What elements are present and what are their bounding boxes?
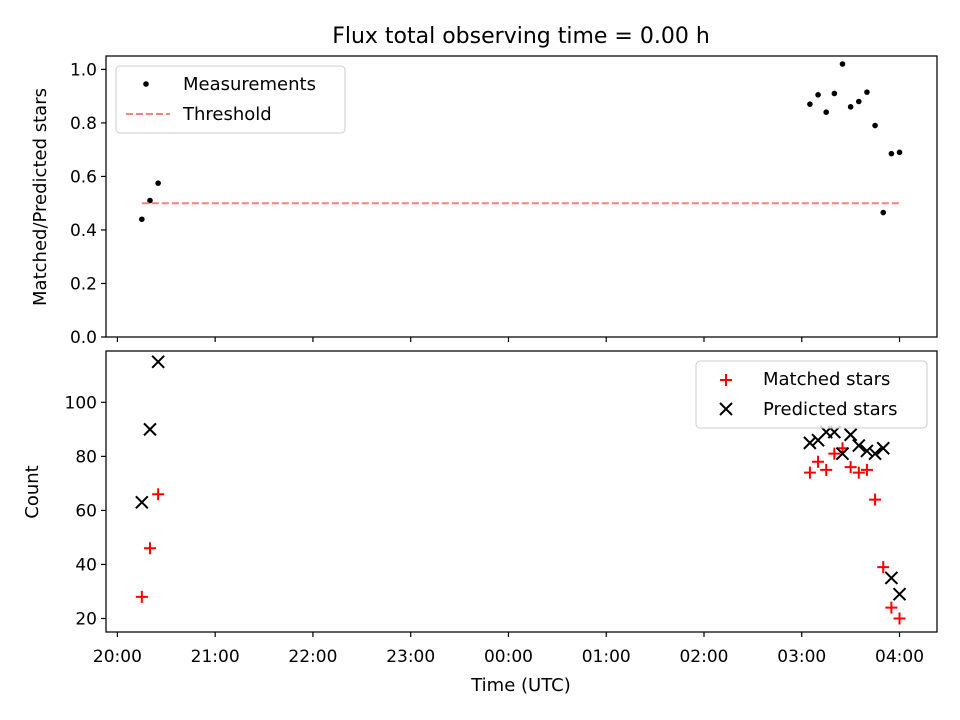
top-y-tick-label: 0.8 (70, 114, 97, 134)
top-y-tick-label: 0.0 (70, 328, 97, 348)
bottom-plot-frame (105, 350, 938, 633)
chart-title: Flux total observing time = 0.00 h (332, 24, 710, 49)
top-y-axis-label: Matched/Predicted stars (30, 88, 51, 306)
matched-star-point (893, 612, 906, 625)
top-y-tick-label: 1.0 (70, 60, 97, 80)
measurement-point (831, 90, 838, 97)
legend-predicted-label: Predicted stars (763, 399, 897, 420)
matched-star-point (877, 561, 890, 574)
measurement-point (807, 101, 813, 107)
bottom-y-tick-label: 20 (75, 609, 97, 629)
legend-threshold-label: Threshold (182, 104, 272, 125)
predicted-star-point (151, 355, 165, 369)
predicted-star-point (892, 587, 907, 601)
measurement-point (864, 89, 870, 95)
bottom-legend-box (695, 360, 928, 429)
x-axis-label: Time (UTC) (470, 675, 571, 696)
predicted-star-point (803, 436, 817, 450)
measurement-point (896, 149, 903, 156)
top-plot-area: 0.0 0.2 0.4 0.6 0.8 1.0 (70, 60, 903, 348)
predicted-star-point (843, 428, 858, 442)
matched-star-point (869, 493, 882, 506)
measurement-point (823, 109, 829, 115)
bottom-y-tick-label: 100 (65, 393, 97, 413)
star-count-panel: Count Time (UTC) 20 40 60 80 100 20:00 21:00 22… (22, 350, 938, 696)
bottom-y-tick-label: 40 (75, 555, 97, 575)
measurement-point (815, 92, 821, 98)
matched-star-point (803, 466, 816, 479)
matched-star-point (852, 466, 865, 479)
x-tick-label: 20:00 (93, 647, 142, 667)
predicted-star-point (852, 438, 866, 453)
matched-star-point (812, 455, 825, 468)
top-y-tick-label: 0.6 (70, 167, 97, 187)
measurement-point (139, 216, 145, 223)
bottom-y-tick-label: 60 (75, 501, 97, 521)
legend-matched-marker (720, 374, 732, 386)
bottom-y-tick-label: 80 (75, 447, 97, 467)
matched-star-point (152, 488, 165, 501)
x-tick-label: 23:00 (386, 647, 435, 667)
top-legend-box (115, 65, 346, 134)
top-y-tick-label: 0.4 (70, 221, 97, 241)
matched-star-point (143, 542, 156, 555)
predicted-star-point (135, 495, 149, 510)
bottom-legend: Matched stars Predicted stars (695, 360, 928, 429)
legend-measurements-label: Measurements (183, 74, 316, 95)
measurement-point (888, 150, 895, 157)
predicted-star-point (860, 444, 874, 458)
matched-star-point (820, 463, 833, 476)
measurement-point (839, 61, 846, 67)
predicted-star-point (835, 446, 850, 461)
matched-star-point (828, 447, 841, 460)
top-y-tick-label: 0.2 (70, 274, 97, 294)
measurement-point (147, 197, 153, 204)
predicted-star-point (143, 422, 157, 437)
x-tick-label: 21:00 (191, 647, 240, 667)
top-legend: Measurements Threshold (115, 65, 346, 134)
bottom-plot-area: 20 40 60 80 100 20:00 21:00 22:00 23:00 00:00 01:0… (65, 355, 924, 667)
x-tick-label: 03:00 (777, 647, 826, 667)
predicted-star-point (884, 571, 899, 585)
x-tick-label: 02:00 (679, 647, 728, 667)
predicted-star-point (868, 446, 882, 461)
measurement-point (872, 122, 878, 129)
matched-star-point (844, 461, 857, 474)
x-tick-label: 01:00 (582, 647, 631, 667)
legend-measurements-marker (143, 81, 149, 87)
legend-matched-label: Matched stars (763, 369, 890, 390)
matched-star-point (885, 601, 898, 614)
x-tick-label: 22:00 (288, 647, 337, 667)
legend-predicted-marker (719, 402, 733, 416)
measurement-point (847, 104, 854, 110)
measurement-point (155, 180, 161, 186)
bottom-y-axis-label: Count (22, 465, 43, 518)
flux-ratio-panel: Flux total observing time = 0.00 h Match… (30, 24, 938, 348)
measurement-point (880, 209, 887, 216)
matched-star-point (135, 590, 148, 603)
top-plot-frame (105, 55, 938, 338)
measurement-point (855, 98, 862, 105)
predicted-star-point (876, 441, 890, 455)
x-tick-label: 00:00 (484, 647, 533, 667)
matched-star-point (860, 463, 873, 476)
x-tick-label: 04:00 (875, 647, 924, 667)
